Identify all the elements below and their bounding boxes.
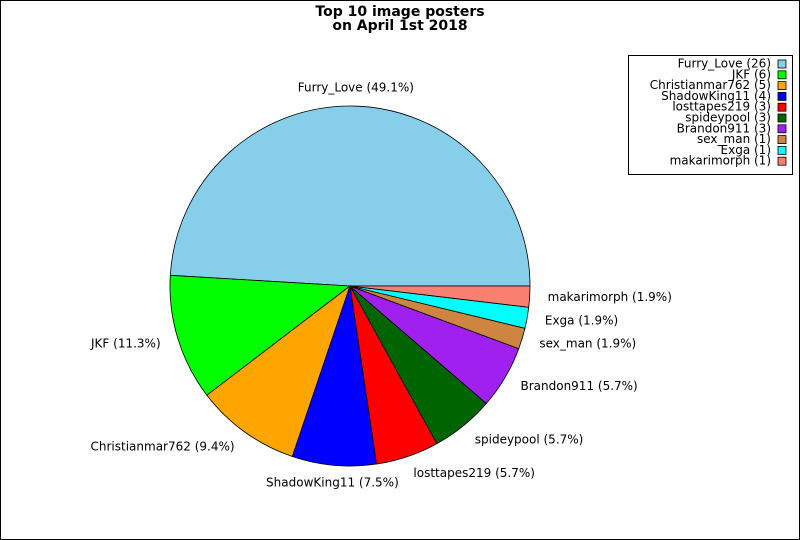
slice-label: spideypool (5.7%) xyxy=(475,432,584,446)
slice-label: ShadowKing11 (7.5%) xyxy=(266,476,399,490)
slice-label: JKF (11.3%) xyxy=(90,336,161,350)
legend-label: spideypool (3) xyxy=(685,111,771,125)
legend-swatch xyxy=(777,145,787,155)
chart-title: Top 10 image posters xyxy=(315,4,484,20)
pie-slice xyxy=(169,274,352,396)
slice-label: losttapes219 (5.7%) xyxy=(413,466,535,480)
legend-label: sex_man (1) xyxy=(697,132,771,146)
chart-title: on April 1st 2018 xyxy=(332,18,467,34)
legend-swatch xyxy=(777,81,787,90)
legend-label: Exga (1) xyxy=(721,143,771,157)
slice-label: makarimorph (1.9%) xyxy=(548,290,672,304)
legend-swatch xyxy=(777,124,787,134)
legend-label: Christianmar762 (5) xyxy=(650,78,771,92)
slice-label: Furry_Love (49.1%) xyxy=(298,81,414,95)
pie-slice xyxy=(349,285,531,308)
legend-label: Brandon911 (3) xyxy=(677,121,771,135)
legend-swatch xyxy=(777,70,787,80)
legend-swatch xyxy=(777,102,787,112)
legend-swatch xyxy=(777,135,787,145)
slice-label: Brandon911 (5.7%) xyxy=(520,379,637,393)
legend-swatch xyxy=(777,113,787,123)
legend-label: losttapes219 (3) xyxy=(672,100,771,114)
slice-label: sex_man (1.9%) xyxy=(539,336,636,350)
slice-label: Exga (1.9%) xyxy=(545,314,618,328)
legend-label: ShadowKing11 (4) xyxy=(661,89,771,103)
legend-swatch xyxy=(777,92,787,101)
legend-label: JKF (6) xyxy=(731,67,771,81)
slice-label: Christianmar762 (9.4%) xyxy=(91,439,235,453)
legend-swatch xyxy=(777,59,787,69)
legend-box xyxy=(628,55,793,175)
pie-slice xyxy=(169,105,531,287)
pie-slice xyxy=(206,284,351,458)
legend-label: makarimorph (1) xyxy=(670,154,771,168)
legend-swatch xyxy=(777,156,787,166)
legend-label: Furry_Love (26) xyxy=(678,57,771,71)
